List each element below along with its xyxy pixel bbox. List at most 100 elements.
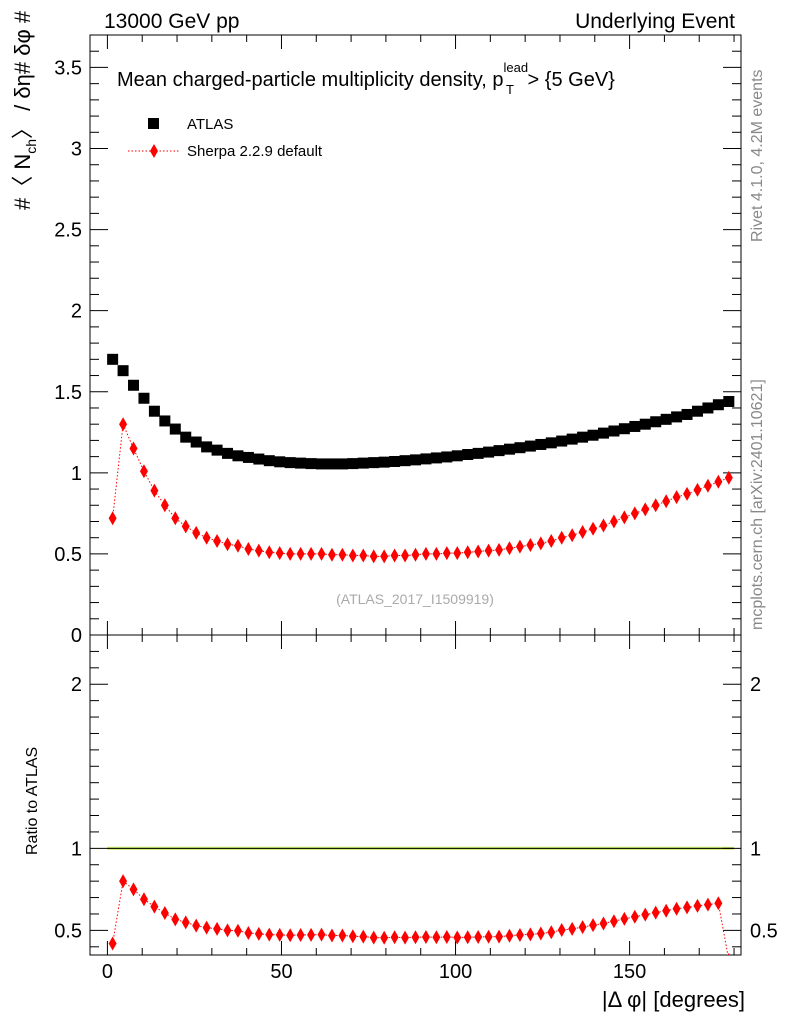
ratio-point bbox=[119, 874, 128, 889]
atlas-point bbox=[712, 399, 724, 411]
sherpa-point bbox=[119, 417, 128, 432]
ratio-y-tick-label-right: 2 bbox=[750, 674, 761, 696]
atlas-point bbox=[389, 455, 401, 467]
atlas-point bbox=[556, 435, 568, 447]
rivet-version-label: Rivet 4.1.0, 4.2M events bbox=[749, 69, 766, 242]
atlas-point bbox=[493, 445, 505, 457]
sherpa-point bbox=[547, 533, 556, 548]
sherpa-point bbox=[286, 546, 295, 561]
ratio-point bbox=[160, 905, 169, 920]
x-tick-label: 150 bbox=[613, 961, 646, 983]
sherpa-point bbox=[557, 530, 566, 545]
ratio-point bbox=[286, 928, 295, 943]
ratio-point bbox=[641, 907, 650, 922]
ratio-point bbox=[108, 936, 117, 951]
sherpa-point bbox=[714, 474, 723, 489]
ratio-point bbox=[578, 920, 587, 935]
atlas-point bbox=[326, 458, 338, 470]
ratio-point bbox=[223, 923, 232, 938]
ratio-point bbox=[609, 914, 618, 929]
ratio-point bbox=[139, 892, 148, 907]
atlas-point bbox=[639, 418, 651, 430]
ratio-y-tick-label-right: 1 bbox=[750, 838, 761, 860]
atlas-point bbox=[128, 379, 140, 391]
sherpa-point bbox=[380, 549, 389, 564]
ratio-point bbox=[380, 930, 389, 945]
sherpa-point bbox=[442, 546, 451, 561]
legend: ATLAS Sherpa 2.2.9 default bbox=[128, 116, 323, 160]
main-y-tick-label: 2.5 bbox=[54, 220, 82, 242]
sherpa-point bbox=[599, 518, 608, 533]
atlas-point bbox=[618, 423, 630, 435]
sherpa-point bbox=[641, 502, 650, 517]
ratio-point bbox=[453, 930, 462, 945]
ratio-point bbox=[348, 929, 357, 944]
ratio-point bbox=[233, 923, 242, 938]
atlas-point bbox=[117, 365, 129, 377]
sherpa-point bbox=[202, 530, 211, 545]
ratio-point bbox=[463, 930, 472, 945]
sherpa-point bbox=[683, 486, 692, 501]
ratio-point bbox=[599, 916, 608, 931]
ratio-point bbox=[672, 901, 681, 916]
atlas-point bbox=[472, 447, 484, 459]
sherpa-point bbox=[421, 546, 430, 561]
ratio-point bbox=[589, 918, 598, 933]
sherpa-point bbox=[401, 548, 410, 563]
sherpa-point bbox=[369, 549, 378, 564]
atlas-point bbox=[399, 455, 411, 467]
sherpa-point bbox=[672, 490, 681, 505]
atlas-point bbox=[242, 451, 254, 463]
atlas-point bbox=[368, 457, 380, 469]
main-marks bbox=[107, 353, 735, 564]
header-left: 13000 GeV pp bbox=[104, 10, 239, 33]
sherpa-point bbox=[254, 543, 263, 558]
atlas-point bbox=[305, 458, 317, 470]
atlas-point bbox=[284, 457, 296, 469]
sherpa-point bbox=[296, 546, 305, 561]
ratio-point bbox=[265, 927, 274, 942]
sherpa-point bbox=[651, 498, 660, 513]
ratio-point bbox=[484, 929, 493, 944]
sherpa-point bbox=[693, 482, 702, 497]
header-right: Underlying Event bbox=[575, 10, 735, 33]
sherpa-point bbox=[609, 514, 618, 529]
ratio-point bbox=[557, 923, 566, 938]
atlas-point bbox=[180, 431, 192, 443]
atlas-point bbox=[347, 458, 359, 470]
ratio-point bbox=[129, 882, 138, 897]
sherpa-point bbox=[359, 548, 368, 563]
ratio-point bbox=[693, 898, 702, 913]
legend-sherpa-marker bbox=[150, 144, 158, 158]
sherpa-point bbox=[265, 545, 274, 560]
atlas-point bbox=[232, 450, 244, 462]
ratio-point bbox=[327, 928, 336, 943]
sherpa-point bbox=[275, 546, 284, 561]
ratio-x-ticks: 0 50 100 150 bbox=[102, 635, 735, 983]
sherpa-point bbox=[317, 546, 326, 561]
atlas-point bbox=[462, 449, 474, 461]
ratio-point bbox=[411, 930, 420, 945]
ratio-point bbox=[150, 899, 159, 914]
atlas-point bbox=[274, 456, 286, 468]
sherpa-point bbox=[630, 506, 639, 521]
atlas-point bbox=[691, 405, 703, 417]
ratio-uncertainty-band bbox=[107, 846, 735, 850]
main-y-tick-label: 2 bbox=[71, 301, 82, 323]
sherpa-point bbox=[589, 521, 598, 536]
sherpa-point bbox=[307, 546, 316, 561]
sherpa-point bbox=[453, 546, 462, 561]
ratio-point bbox=[369, 930, 378, 945]
x-tick-label: 0 bbox=[102, 961, 113, 983]
ratio-point bbox=[662, 903, 671, 918]
ratio-point bbox=[307, 927, 316, 942]
ratio-point bbox=[213, 921, 222, 936]
atlas-point bbox=[535, 438, 547, 450]
ratio-point bbox=[432, 930, 441, 945]
atlas-point bbox=[430, 452, 442, 464]
ratio-point bbox=[630, 909, 639, 924]
ratio-point bbox=[275, 927, 284, 942]
sherpa-point bbox=[515, 539, 524, 554]
ratio-point bbox=[202, 920, 211, 935]
